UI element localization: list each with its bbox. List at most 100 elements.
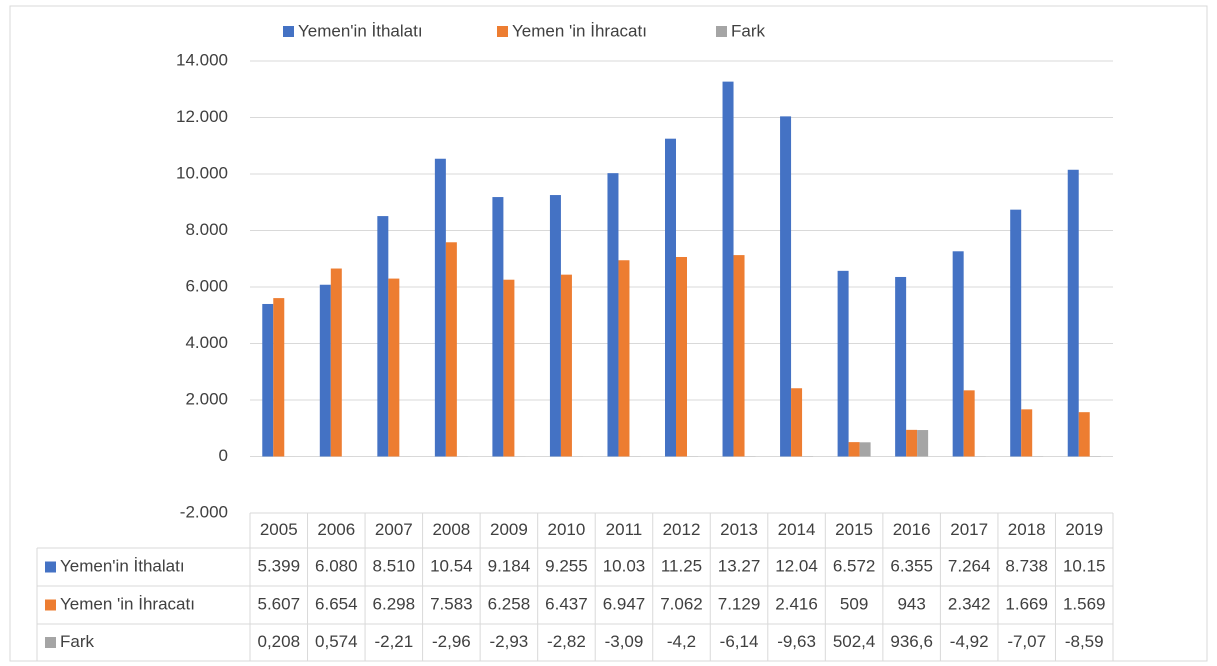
table-series-label: Yemen 'in İhracatı — [60, 594, 195, 613]
y-tick-label: -2.000 — [180, 502, 228, 521]
bar — [330, 268, 342, 457]
bar — [377, 216, 389, 457]
bar — [1078, 412, 1090, 457]
table-series-label: Yemen'in İthalatı — [60, 556, 185, 575]
table-value: -3,09 — [605, 632, 644, 651]
table-year: 2014 — [778, 520, 816, 539]
table-value: 10.54 — [430, 556, 473, 575]
table-legend-swatch — [45, 561, 56, 573]
table-value: 1.569 — [1063, 594, 1106, 613]
bar — [1021, 409, 1033, 457]
bar — [952, 251, 964, 457]
table-value: -8,59 — [1065, 632, 1104, 651]
table-value: 6.355 — [890, 556, 933, 575]
table-year: 2010 — [548, 520, 586, 539]
bar — [388, 278, 400, 457]
table-year: 2016 — [893, 520, 931, 539]
bar — [665, 138, 676, 457]
table-legend-swatch — [45, 599, 56, 611]
y-tick-label: 6.000 — [185, 276, 228, 295]
table-value: -4,2 — [667, 632, 696, 651]
bar — [906, 429, 918, 457]
bar — [676, 256, 687, 457]
table-year: 2009 — [490, 520, 528, 539]
table-value: 10.03 — [603, 556, 646, 575]
table-value: -2,82 — [547, 632, 586, 651]
table-value: 943 — [897, 594, 925, 613]
y-tick-label: 4.000 — [185, 333, 228, 352]
legend-swatch — [497, 26, 508, 37]
table-value: -7,07 — [1007, 632, 1046, 651]
y-tick-label: 12.000 — [176, 107, 228, 126]
bar — [434, 158, 446, 457]
bar — [618, 260, 630, 457]
table-year: 2012 — [663, 520, 701, 539]
bar — [780, 116, 792, 457]
table-value: 6.654 — [315, 594, 358, 613]
bar — [733, 255, 745, 457]
table-value: 509 — [840, 594, 868, 613]
table-value: 2.416 — [775, 594, 818, 613]
bar — [1067, 169, 1079, 457]
table-value: -4,92 — [950, 632, 989, 651]
table-value: 6.437 — [545, 594, 588, 613]
bar — [319, 284, 331, 457]
bar — [503, 279, 515, 457]
legend-label: Yemen 'in İhracatı — [512, 21, 647, 40]
legend-label: Yemen'in İthalatı — [298, 21, 423, 40]
legend-label: Fark — [731, 21, 766, 40]
bar — [273, 298, 285, 457]
table-year: 2019 — [1065, 520, 1103, 539]
table-value: 13.27 — [718, 556, 761, 575]
table-value: 7.264 — [948, 556, 991, 575]
table-value: 6.298 — [373, 594, 416, 613]
bar — [549, 195, 561, 457]
bar — [445, 242, 457, 457]
y-tick-label: 8.000 — [185, 220, 228, 239]
legend-swatch — [716, 26, 727, 37]
table-value: 6.258 — [488, 594, 531, 613]
bar — [917, 430, 929, 457]
bar — [837, 270, 849, 457]
table-year: 2008 — [432, 520, 470, 539]
table-value: 502,4 — [833, 632, 876, 651]
table-value: 6.080 — [315, 556, 358, 575]
table-value: 11.25 — [661, 556, 702, 575]
table-value: -2,93 — [490, 632, 529, 651]
table-year: 2005 — [260, 520, 298, 539]
table-value: 1.669 — [1005, 594, 1048, 613]
bar — [895, 276, 907, 457]
table-value: -2,21 — [374, 632, 413, 651]
table-year: 2013 — [720, 520, 758, 539]
table-value: 6.947 — [603, 594, 646, 613]
bar — [1010, 209, 1022, 457]
table-value: 12.04 — [775, 556, 818, 575]
table-value: 7.583 — [430, 594, 473, 613]
y-tick-label: 0 — [219, 446, 228, 465]
bar — [859, 442, 871, 457]
table-value: 5.399 — [257, 556, 300, 575]
table-year: 2006 — [317, 520, 355, 539]
table-value: 10.15 — [1063, 556, 1106, 575]
bar — [560, 274, 572, 457]
table-year: 2007 — [375, 520, 413, 539]
bar — [607, 173, 619, 457]
table-value: 7.062 — [660, 594, 703, 613]
table-value: 0,208 — [257, 632, 300, 651]
table-value: 7.129 — [718, 594, 761, 613]
table-year: 2017 — [950, 520, 988, 539]
table-value: 5.607 — [257, 594, 300, 613]
bar — [262, 303, 274, 457]
table-value: 8.738 — [1005, 556, 1048, 575]
bar — [848, 442, 860, 457]
table-value: 2.342 — [948, 594, 991, 613]
bar — [791, 388, 803, 457]
table-value: 0,574 — [315, 632, 358, 651]
table-value: 9.184 — [488, 556, 531, 575]
table-value: -9,63 — [777, 632, 816, 651]
table-value: 8.510 — [373, 556, 416, 575]
y-tick-label: 14.000 — [176, 50, 228, 69]
y-tick-label: 10.000 — [176, 163, 228, 182]
table-value: 936,6 — [890, 632, 933, 651]
bar — [963, 390, 975, 457]
